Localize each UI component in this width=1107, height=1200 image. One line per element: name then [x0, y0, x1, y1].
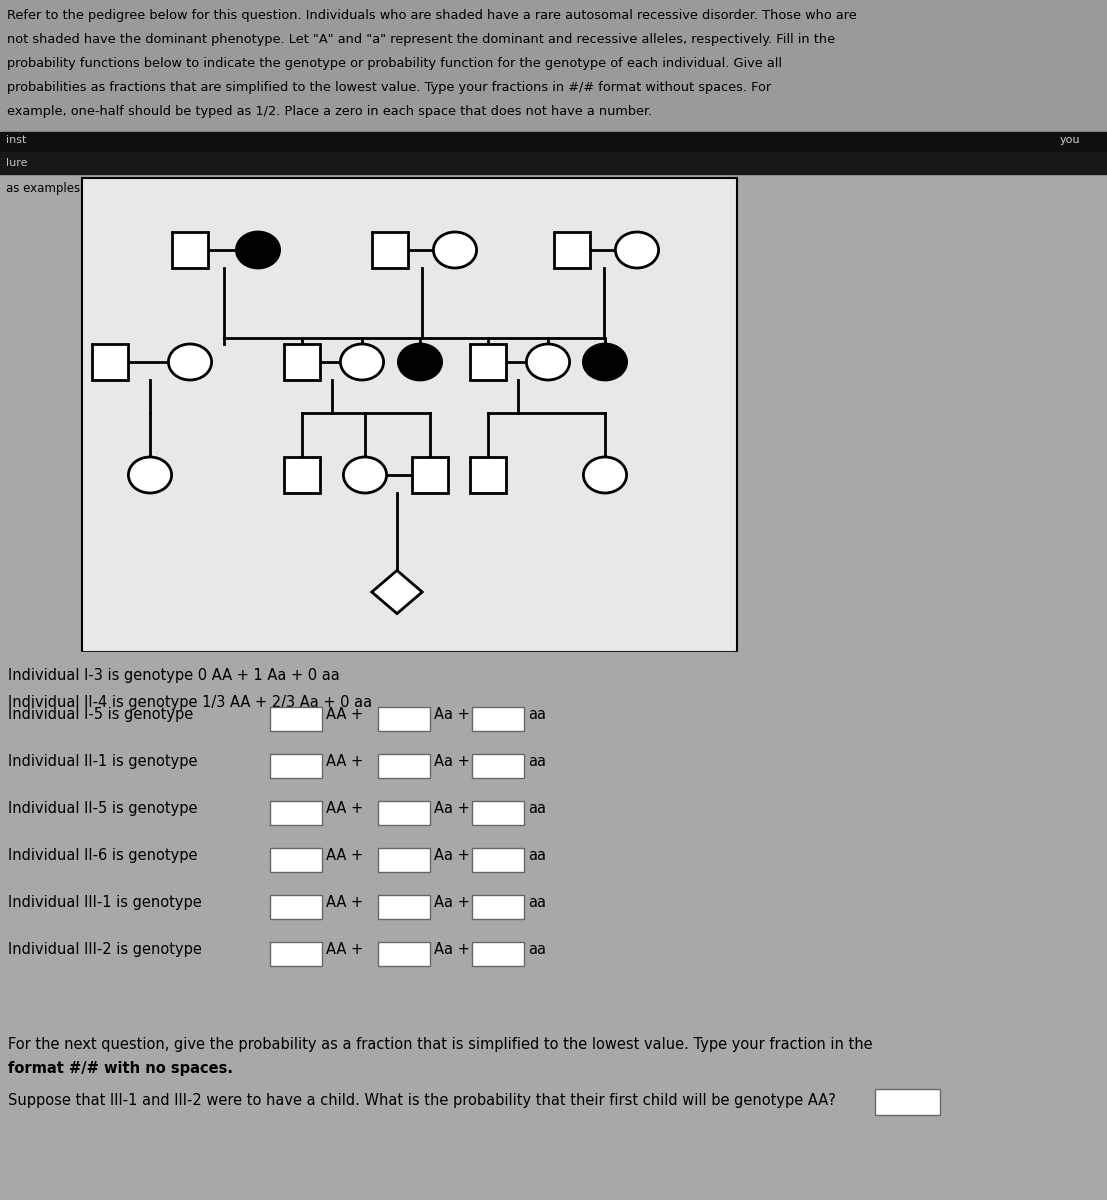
Bar — [377, 848, 430, 872]
Ellipse shape — [340, 344, 384, 380]
Ellipse shape — [343, 457, 386, 493]
Ellipse shape — [399, 344, 442, 380]
Text: aa: aa — [528, 707, 546, 722]
Bar — [377, 802, 430, 826]
Text: Individual III-2 is genotype: Individual III-2 is genotype — [8, 942, 201, 958]
Text: Individual II-1 is genotype: Individual II-1 is genotype — [8, 754, 197, 769]
Bar — [875, 1090, 940, 1115]
Ellipse shape — [583, 344, 627, 380]
Text: AA +: AA + — [325, 942, 363, 958]
Bar — [270, 848, 322, 872]
Text: aa: aa — [528, 848, 546, 863]
Text: Individual III-1 is genotype: Individual III-1 is genotype — [8, 895, 201, 910]
Text: inst: inst — [6, 134, 27, 145]
Text: aa: aa — [528, 942, 546, 958]
Bar — [377, 895, 430, 919]
Bar — [270, 895, 322, 919]
Bar — [92, 344, 128, 380]
Text: Aa +: Aa + — [434, 942, 469, 958]
Bar — [270, 942, 322, 966]
Bar — [554, 232, 590, 268]
Bar — [0, 652, 1107, 1200]
Bar — [0, 132, 1107, 152]
Bar — [172, 232, 208, 268]
Text: probabilities as fractions that are simplified to the lowest value. Type your fr: probabilities as fractions that are simp… — [7, 80, 772, 94]
Bar — [270, 754, 322, 778]
Ellipse shape — [168, 344, 211, 380]
Bar — [0, 0, 1107, 172]
Text: Individual II-5 is genotype: Individual II-5 is genotype — [8, 802, 197, 816]
Text: probability functions below to indicate the genotype or probability function for: probability functions below to indicate … — [7, 56, 782, 70]
Text: AA +: AA + — [325, 802, 363, 816]
Text: Individual I-5 is genotype: Individual I-5 is genotype — [8, 707, 194, 722]
Text: aa: aa — [528, 895, 546, 910]
Text: AA +: AA + — [325, 895, 363, 910]
Ellipse shape — [237, 232, 280, 268]
Text: AA +: AA + — [325, 754, 363, 769]
Bar — [377, 707, 430, 731]
Text: AA +: AA + — [325, 848, 363, 863]
Text: you: you — [1061, 134, 1080, 145]
Bar — [412, 457, 448, 493]
Text: Aa +: Aa + — [434, 802, 469, 816]
Bar — [377, 754, 430, 778]
Bar — [472, 754, 524, 778]
Text: Suppose that III-1 and III-2 were to have a child. What is the probability that : Suppose that III-1 and III-2 were to hav… — [8, 1093, 836, 1108]
Ellipse shape — [527, 344, 570, 380]
Text: not shaded have the dominant phenotype. Let "A" and "a" represent the dominant a: not shaded have the dominant phenotype. … — [7, 32, 835, 46]
Bar — [377, 942, 430, 966]
Bar — [82, 178, 737, 652]
Text: aa: aa — [528, 802, 546, 816]
Bar — [472, 802, 524, 826]
Bar — [472, 942, 524, 966]
Bar — [0, 152, 1107, 174]
Text: as examples.: as examples. — [6, 182, 84, 194]
Text: lure: lure — [6, 158, 28, 168]
Text: Individual II-4 is genotype 1/3 AA + 2/3 Aa + 0 aa: Individual II-4 is genotype 1/3 AA + 2/3… — [8, 695, 372, 710]
Text: Aa +: Aa + — [434, 707, 469, 722]
Ellipse shape — [615, 232, 659, 268]
Text: AA +: AA + — [325, 707, 363, 722]
Bar — [270, 802, 322, 826]
Bar — [284, 344, 320, 380]
Bar — [472, 848, 524, 872]
Bar — [470, 457, 506, 493]
Text: Refer to the pedigree below for this question. Individuals who are shaded have a: Refer to the pedigree below for this que… — [7, 8, 857, 22]
Polygon shape — [372, 570, 422, 613]
Bar — [472, 895, 524, 919]
Bar — [270, 707, 322, 731]
Bar — [472, 707, 524, 731]
Text: Aa +: Aa + — [434, 754, 469, 769]
Text: format #/# with no spaces.: format #/# with no spaces. — [8, 1061, 232, 1076]
Text: Individual I-3 is genotype 0 AA + 1 Aa + 0 aa: Individual I-3 is genotype 0 AA + 1 Aa +… — [8, 668, 340, 683]
Text: aa: aa — [528, 754, 546, 769]
Text: example, one-half should be typed as 1/2. Place a zero in each space that does n: example, one-half should be typed as 1/2… — [7, 104, 652, 118]
Bar — [284, 457, 320, 493]
Ellipse shape — [128, 457, 172, 493]
Ellipse shape — [583, 457, 627, 493]
Bar — [372, 232, 408, 268]
Text: Aa +: Aa + — [434, 895, 469, 910]
Text: Individual II-6 is genotype: Individual II-6 is genotype — [8, 848, 197, 863]
Ellipse shape — [434, 232, 477, 268]
Text: Aa +: Aa + — [434, 848, 469, 863]
Bar — [470, 344, 506, 380]
Text: For the next question, give the probability as a fraction that is simplified to : For the next question, give the probabil… — [8, 1037, 872, 1052]
